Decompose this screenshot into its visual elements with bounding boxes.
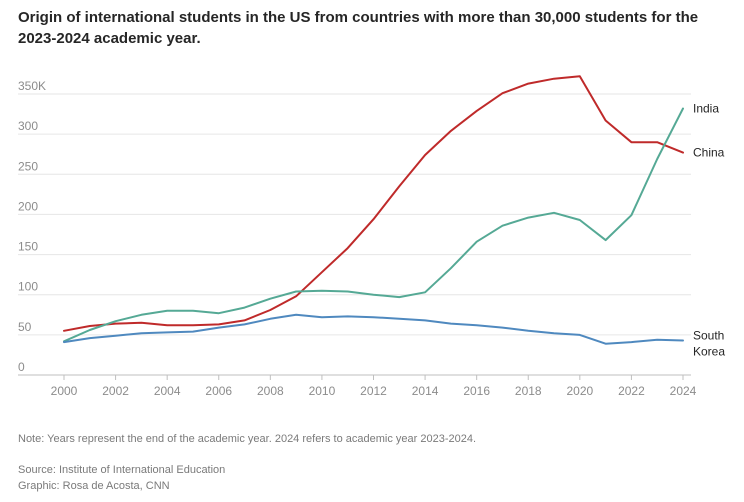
y-tick-label: 300 bbox=[18, 119, 38, 133]
y-tick-label: 50 bbox=[18, 320, 32, 334]
y-axis-tick-labels: 0 50 100 150 200 250 300 350K bbox=[18, 79, 46, 374]
gridlines bbox=[18, 93, 691, 376]
y-tick-label: 200 bbox=[18, 199, 38, 213]
y-tick-label: 350K bbox=[18, 79, 46, 93]
x-tick-label: 2022 bbox=[618, 384, 645, 398]
series-label-india: India bbox=[693, 101, 719, 115]
x-tick-label: 2018 bbox=[515, 384, 542, 398]
series-lines bbox=[63, 75, 684, 345]
chart-title: Origin of international students in the … bbox=[18, 9, 699, 47]
series-line-china bbox=[63, 75, 684, 332]
x-tick-label: 2000 bbox=[51, 384, 78, 398]
chart-note: Note: Years represent the end of the aca… bbox=[18, 433, 477, 445]
x-tick-label: 2012 bbox=[360, 384, 387, 398]
series-label-south-korea: South bbox=[693, 328, 724, 342]
y-tick-label: 250 bbox=[18, 159, 38, 173]
x-tick-label: 2002 bbox=[102, 384, 129, 398]
series-line-india bbox=[63, 107, 684, 343]
x-tick-label: 2006 bbox=[205, 384, 232, 398]
x-tick-label: 2010 bbox=[309, 384, 336, 398]
x-tick-label: 2024 bbox=[670, 384, 697, 398]
x-tick-label: 2008 bbox=[257, 384, 284, 398]
y-tick-label: 150 bbox=[18, 240, 38, 254]
series-label-south-korea: Korea bbox=[693, 344, 725, 358]
x-tick-label: 2016 bbox=[463, 384, 490, 398]
x-tick-label: 2004 bbox=[154, 384, 181, 398]
series-line-south-korea bbox=[63, 313, 684, 345]
y-tick-label: 100 bbox=[18, 280, 38, 294]
series-label-china: China bbox=[693, 146, 725, 160]
chart-credit: Graphic: Rosa de Acosta, CNN bbox=[18, 480, 170, 492]
x-tick-label: 2020 bbox=[566, 384, 593, 398]
x-tick-label: 2014 bbox=[412, 384, 439, 398]
chart-source: Source: Institute of International Educa… bbox=[18, 464, 226, 476]
x-axis-tick-labels: 2000 2002 2004 2006 2008 2010 2012 2014 2016 2018… bbox=[51, 375, 697, 398]
series-labels: China India South Korea bbox=[693, 101, 725, 358]
y-tick-label: 0 bbox=[18, 360, 25, 374]
